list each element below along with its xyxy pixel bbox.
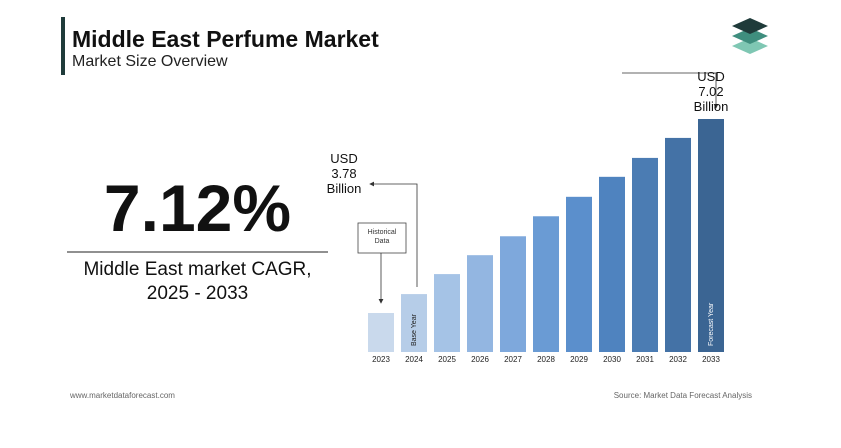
base-arrow [369, 181, 418, 287]
forecast-year-label: Forecast Year [708, 302, 715, 346]
title: Middle East Perfume Market [72, 26, 379, 52]
value-label: USD 7.02 Billion [693, 69, 729, 114]
historical-box [357, 222, 407, 254]
bar [401, 294, 427, 352]
bar [698, 119, 724, 352]
historical-label: Historical Data [368, 229, 397, 245]
bar [368, 313, 394, 352]
bar [467, 255, 493, 352]
footer-source: Source: Market Data Forecast Analysis [613, 391, 752, 400]
title-accent [61, 17, 65, 75]
subtitle: Market Size Overview [72, 53, 228, 70]
bar [665, 137, 691, 352]
x-tick-label: 2025 [438, 355, 456, 364]
value-label: USD 3.78 Billion [326, 151, 362, 196]
kpi-label: Middle East market CAGR, 2025 - 2033 [83, 259, 312, 304]
x-tick-label: 2026 [471, 355, 489, 364]
bar [434, 274, 460, 352]
x-tick-label: 2028 [537, 355, 555, 364]
x-tick-label: 2027 [504, 355, 522, 364]
x-tick-label: 2029 [570, 355, 588, 364]
x-tick-label: 2024 [405, 355, 423, 364]
x-tick-label: 2032 [669, 355, 687, 364]
bar [533, 216, 559, 352]
bar [566, 196, 592, 352]
bar [500, 236, 526, 352]
forecast-arrow [622, 72, 719, 109]
x-tick-label: 2030 [603, 355, 621, 364]
footer-website: www.marketdataforecast.com [70, 391, 175, 400]
kpi-value: 7.12% [103, 171, 292, 245]
base-year-label: Base Year [411, 313, 418, 346]
bar [632, 157, 658, 352]
logo [732, 18, 768, 54]
x-tick-label: 2033 [702, 355, 720, 364]
bar [599, 176, 625, 352]
x-tick-label: 2023 [372, 355, 390, 364]
x-tick-label: 2031 [636, 355, 654, 364]
